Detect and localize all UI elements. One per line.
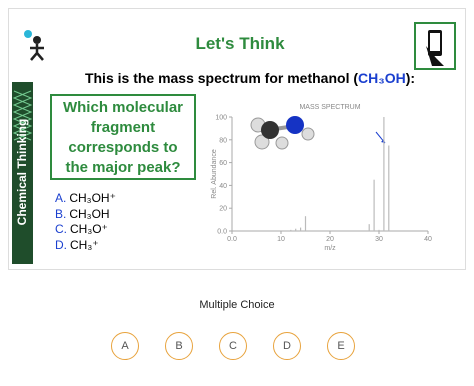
option-text: CH₃OH: [69, 206, 110, 221]
peak: [368, 224, 370, 231]
question-box: Which molecular fragment corresponds to …: [50, 94, 196, 180]
x-tick-label: 30: [375, 236, 383, 243]
thinker-icon: [24, 30, 44, 61]
y-tick-label: 20: [219, 206, 227, 213]
choice-button[interactable]: E: [327, 332, 355, 360]
option: A. CH₃OH⁺: [55, 191, 116, 205]
intro-text: ):: [405, 70, 416, 86]
y-tick-label: 0.0: [217, 229, 227, 236]
peak: [378, 229, 380, 231]
slide-frame: [8, 8, 466, 270]
x-axis-label: m/z: [324, 245, 336, 252]
option-text: CH₃⁺: [70, 237, 99, 252]
choice-button[interactable]: C: [219, 332, 247, 360]
option-letter: B.: [55, 206, 67, 221]
option-text: CH₃OH⁺: [69, 191, 116, 205]
peak: [383, 117, 385, 231]
y-tick-label: 40: [219, 183, 227, 190]
peak: [373, 179, 375, 231]
y-tick-label: 80: [219, 137, 227, 144]
intro: This is the mass spectrum for methanol (…: [40, 70, 460, 86]
peak: [295, 228, 297, 231]
x-tick-label: 40: [424, 236, 432, 243]
peak: [290, 229, 292, 231]
question: Which molecular fragment corresponds to …: [62, 99, 184, 176]
choice-button[interactable]: A: [111, 332, 139, 360]
peak: [304, 216, 307, 231]
option-letter: D.: [55, 237, 67, 252]
choice-button[interactable]: B: [165, 332, 193, 360]
quiz-label: Multiple Choice: [199, 299, 275, 311]
option: C. CH₃O⁺: [55, 222, 108, 236]
x-tick-label: 20: [326, 236, 334, 243]
formula: CH₃OH: [358, 70, 406, 86]
choice-button[interactable]: D: [273, 332, 301, 360]
option: B. CH₃OH: [55, 207, 110, 221]
y-tick-label: 100: [215, 115, 227, 122]
y-tick-label: 60: [219, 160, 227, 167]
spectrum-chart: MASS SPECTRUM Rel. Abundance m/z 0.0 20 40 60 8…: [211, 104, 432, 252]
phone-icon: [414, 22, 456, 70]
peak: [388, 145, 390, 231]
option-letter: A.: [55, 191, 67, 205]
peak: [300, 227, 302, 231]
option-text: CH₃O⁺: [70, 222, 108, 236]
sidebar: [12, 82, 33, 264]
x-tick-label: 10: [277, 236, 285, 243]
sidebar-label: Chemical Thinking: [15, 118, 29, 226]
x-tick-label: 0.0: [227, 236, 237, 243]
option: D. CH₃⁺: [55, 238, 99, 252]
y-axis-label: Rel. Abundance: [211, 149, 218, 199]
slide-title: Let's Think: [195, 34, 285, 53]
molecule: [250, 116, 315, 150]
chart-title: MASS SPECTRUM: [299, 104, 360, 111]
option-letter: C.: [55, 222, 67, 236]
intro-text: This is the mass spectrum for methanol (: [84, 70, 359, 86]
